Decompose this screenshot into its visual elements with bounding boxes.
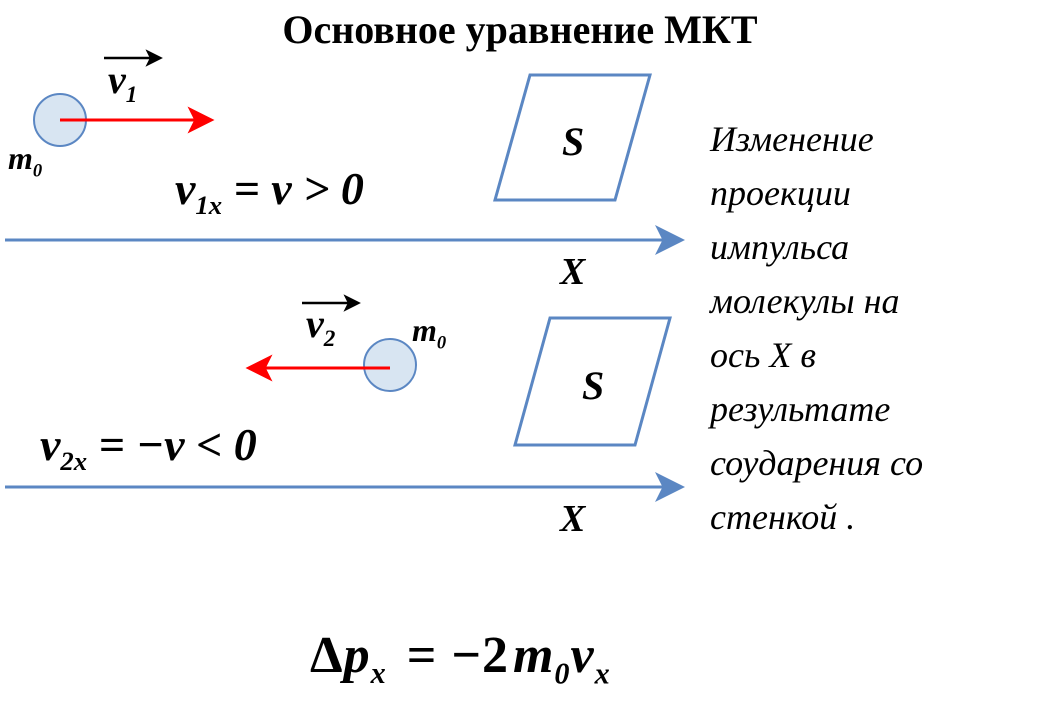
description-text: Изменение проекции импульса молекулы на … (710, 112, 1030, 544)
surface-2-label: S (582, 362, 604, 409)
v2-label-sub: 2 (324, 326, 336, 352)
m0-2-m: m (412, 312, 437, 348)
eq1-rest: = v > 0 (222, 163, 364, 214)
v2-label-v: v (306, 301, 324, 346)
fe-p: p (344, 627, 371, 684)
fe-msub: 0 (554, 656, 570, 690)
m0-2-sub: 0 (437, 332, 446, 353)
fe-eq: = −2 (393, 627, 509, 684)
desc-line-6: соударения со (710, 436, 1030, 490)
fe-psub: x (371, 656, 387, 690)
desc-line-4: ось X в (710, 328, 1030, 382)
eq2-v: v (40, 419, 60, 470)
v1-label-sub: 1 (126, 82, 138, 108)
eq2-rest: = −v < 0 (87, 419, 257, 470)
m0-1-m: m (8, 140, 33, 176)
fe-vsub: x (595, 656, 611, 690)
desc-line-7: стенкой . (710, 490, 1030, 544)
desc-line-3: молекулы на (710, 274, 1030, 328)
eq1-sub: 1x (195, 190, 222, 220)
final-equation: Δpx = −2m0vx (310, 626, 611, 691)
v1-label-v: v (108, 57, 126, 102)
desc-line-5: результате (710, 382, 1030, 436)
desc-line-1: проекции (710, 166, 1030, 220)
fe-delta: Δ (310, 627, 344, 684)
v2-label: v2 (306, 300, 335, 353)
m0-label-1: m0 (8, 140, 42, 182)
eq2-sub: 2x (60, 446, 87, 476)
molecule-2 (364, 339, 416, 391)
fe-m: m (513, 627, 554, 684)
v1-label: v1 (108, 56, 137, 109)
surface-1-label: S (562, 118, 584, 165)
desc-line-0: Изменение (710, 112, 1030, 166)
fe-v: v (570, 627, 594, 684)
m0-1-sub: 0 (33, 160, 42, 181)
x-axis-2-label: X (560, 497, 585, 541)
equation-2: v2x = −v < 0 (40, 418, 257, 477)
x-axis-1-label: X (560, 250, 585, 294)
eq1-v: v (175, 163, 195, 214)
equation-1: v1x = v > 0 (175, 162, 364, 221)
desc-line-2: импульса (710, 220, 1030, 274)
m0-label-2: m0 (412, 312, 446, 354)
